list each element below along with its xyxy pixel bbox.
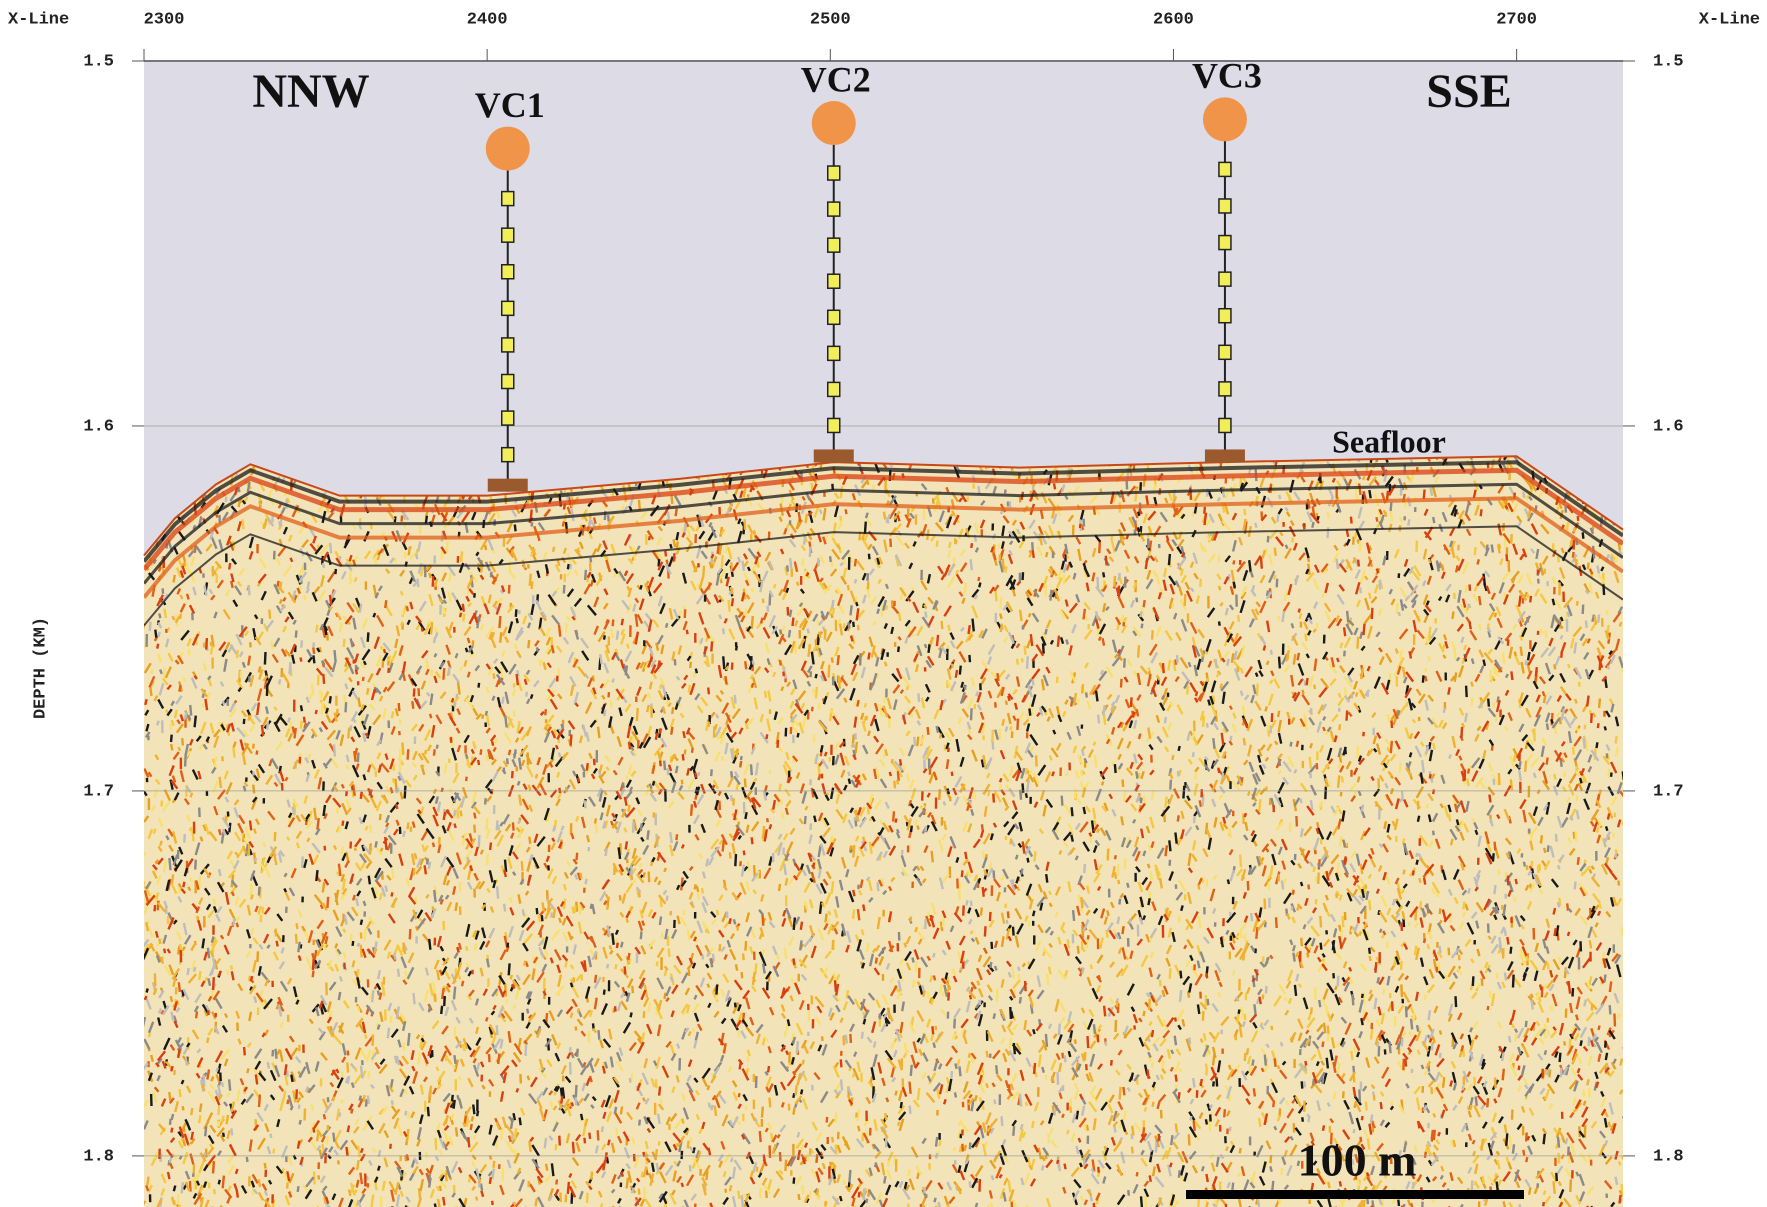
x-tick-label: 2500 — [810, 10, 851, 29]
y2-tick-label: 1.8 — [1653, 1147, 1684, 1166]
x-tick-label: 2400 — [467, 10, 508, 29]
scale-bar — [1186, 1190, 1524, 1199]
y-tick-label: 1.6 — [83, 417, 114, 436]
receiver — [1218, 307, 1232, 324]
seafloor-label: Seafloor — [1332, 423, 1446, 459]
y-tick-label: 1.8 — [83, 1147, 114, 1166]
receiver — [1218, 161, 1232, 178]
y2-tick-label: 1.6 — [1653, 417, 1684, 436]
reflector — [144, 496, 1623, 599]
receiver — [826, 381, 841, 398]
x-tick-label: 2700 — [1496, 10, 1537, 29]
well-label: VC3 — [1192, 56, 1262, 96]
receiver — [500, 227, 515, 243]
receiver — [826, 165, 841, 181]
receiver — [500, 373, 515, 390]
seismic-texture — [144, 456, 1623, 1207]
receiver — [826, 201, 841, 217]
receiver — [826, 345, 841, 362]
receiver — [1218, 344, 1232, 361]
seismic-data — [144, 456, 1623, 1207]
receiver — [500, 337, 515, 353]
receiver — [500, 300, 515, 317]
y2-tick-label: 1.5 — [1653, 52, 1684, 71]
well-label: VC1 — [475, 85, 545, 125]
source — [485, 126, 530, 171]
x-axis-label: X-Line — [1699, 10, 1760, 29]
receiver — [826, 417, 841, 434]
receiver — [1218, 381, 1232, 397]
receiver — [500, 446, 515, 463]
seismic-texture — [145, 456, 1623, 1207]
y-axis-label: DEPTH (KM) — [31, 617, 50, 719]
seismic-texture — [144, 456, 1623, 1207]
reflector — [144, 482, 1623, 585]
seafloor-line — [143, 455, 1624, 557]
receiver — [500, 264, 515, 280]
x-tick-label: 2600 — [1153, 10, 1194, 29]
seismic-texture — [144, 456, 1623, 1207]
y-tick-label: 1.7 — [83, 782, 114, 801]
seismic-texture — [144, 456, 1623, 1207]
receiver — [1218, 198, 1232, 214]
source — [811, 101, 856, 146]
receiver — [826, 309, 841, 326]
reflector — [144, 525, 1623, 627]
y-tick-label: 1.5 — [83, 52, 114, 71]
well-label: VC2 — [801, 59, 871, 99]
well-base — [1204, 449, 1245, 463]
receiver — [826, 237, 841, 253]
well-base — [813, 449, 854, 463]
receiver — [826, 273, 841, 289]
receiver — [500, 190, 515, 207]
reflector — [144, 467, 1623, 572]
receiver — [500, 410, 515, 426]
receiver — [1218, 417, 1232, 434]
reflector — [144, 460, 1623, 563]
well-base — [487, 478, 528, 492]
receiver — [1218, 271, 1232, 287]
direction-label: SSE — [1426, 65, 1511, 118]
scale-bar-label: 100 m — [1298, 1135, 1417, 1186]
y2-tick-label: 1.7 — [1653, 782, 1684, 801]
x-axis-label: X-Line — [8, 10, 69, 29]
x-tick-label: 2300 — [144, 10, 185, 29]
source — [1202, 97, 1247, 142]
direction-label: NNW — [252, 65, 369, 118]
receiver — [1218, 234, 1232, 251]
